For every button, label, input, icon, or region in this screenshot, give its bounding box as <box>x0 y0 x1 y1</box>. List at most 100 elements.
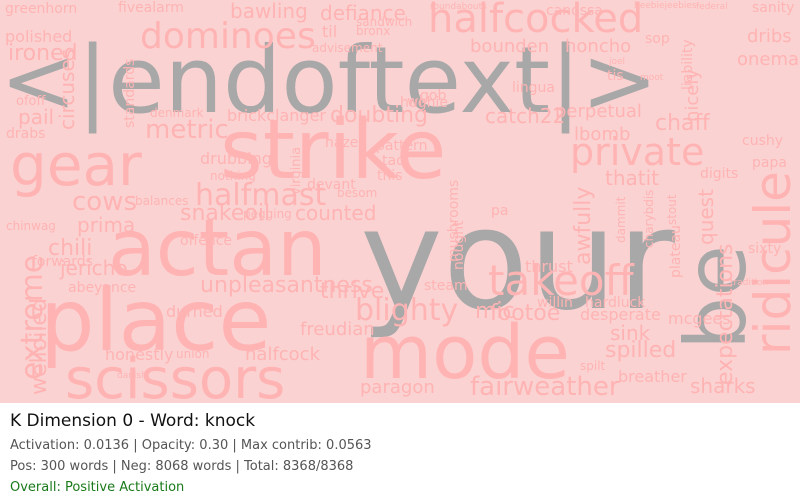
cloud-word: sanity <box>752 0 794 16</box>
cloud-word: breather <box>618 367 687 386</box>
cloud-word: chaff <box>655 111 711 136</box>
cloud-word: mushrooms <box>446 180 462 262</box>
cloud-word: mcgees <box>668 309 731 328</box>
cloud-word: expectations <box>713 244 738 385</box>
cloud-word: halfmast <box>195 178 327 213</box>
cloud-word: circuses <box>55 49 79 130</box>
cloud-word: strike <box>220 103 446 198</box>
cloud-word: pegging <box>243 207 292 221</box>
cloud-word: perpetual <box>555 101 642 122</box>
cloud-word: denmark <box>150 106 204 120</box>
word-cloud: your <|endoftext|> be strike actan place mode g… <box>0 0 800 403</box>
cloud-word: nothing <box>210 169 256 183</box>
cloud-word: greenhorn <box>5 1 77 17</box>
cloud-word: brickclanger <box>227 106 326 125</box>
cloud-word: chili <box>48 236 92 261</box>
cloud-word: place <box>40 271 271 371</box>
cloud-word: halfcock <box>245 344 321 365</box>
cloud-word: virginia <box>289 147 304 195</box>
cloud-word: nicely <box>682 69 703 122</box>
cloud-word: desperate <box>580 305 661 324</box>
cloud-word: sop <box>645 31 670 47</box>
cloud-word: plateau <box>668 225 684 278</box>
cloud-word: sandwich <box>356 15 412 29</box>
activation-stats: Activation: 0.0136 | Opacity: 0.30 | Max… <box>10 438 372 453</box>
cloud-word: oneman <box>737 49 800 70</box>
cloud-word: ofoff <box>16 94 46 109</box>
cloud-word: tad <box>382 153 405 169</box>
cloud-title: K Dimension 0 - Word: knock <box>10 411 256 431</box>
cloud-word: union <box>176 347 210 361</box>
cloud-word: digits <box>700 166 738 182</box>
cloud-word: spilled <box>605 338 676 363</box>
cloud-word: cushy <box>742 133 783 149</box>
cloud-word: sink <box>610 321 651 345</box>
cloud-word: takeoff <box>488 256 635 305</box>
cloud-word: nought <box>451 220 467 270</box>
cloud-word: advisement <box>312 41 383 55</box>
cloud-word: forwards <box>32 254 93 270</box>
cloud-word: pattern <box>376 138 427 154</box>
cloud-word: moot <box>640 73 664 83</box>
cloud-word: your <box>360 179 675 342</box>
cloud-word: devant <box>307 177 356 193</box>
cloud-word: heebiejeebies <box>634 1 697 11</box>
cloud-word: roundabouts <box>430 2 487 12</box>
cloud-word: drabs <box>6 126 45 142</box>
cloud-word: danish <box>117 371 147 381</box>
cloud-word: counted <box>295 201 376 225</box>
cloud-word: bawling <box>230 0 308 23</box>
cloud-word: freudian <box>300 319 375 340</box>
cloud-word: besom <box>337 186 377 200</box>
cloud-word: dammit <box>614 196 628 243</box>
cloud-word: paragon <box>360 377 435 398</box>
overall-activation: Overall: Positive Activation <box>10 480 185 495</box>
cloud-word: fairweather <box>470 372 620 402</box>
cloud-word: welloiled <box>27 298 52 395</box>
cloud-word: pail <box>18 105 54 129</box>
cloud-word: wi <box>407 94 422 110</box>
cloud-word: mic <box>475 299 515 324</box>
cloud-word: halfcocked <box>428 0 643 42</box>
cloud-word: defiance <box>320 1 406 25</box>
cloud-word: footoe <box>490 301 560 326</box>
cloud-word: unpleasantness <box>200 273 373 298</box>
cloud-word: <|endoftext|> <box>0 27 658 134</box>
cloud-word: abeyance <box>68 280 136 296</box>
cloud-word: tradition <box>730 278 768 288</box>
cloud-word: metric <box>145 115 229 145</box>
cloud-word: offence <box>180 233 232 249</box>
cloud-word: fivealarm <box>118 0 184 16</box>
cloud-word: extreme <box>15 255 50 380</box>
cloud-word: actan <box>108 204 327 294</box>
cloud-word: ironed <box>8 41 78 66</box>
cloud-word: sharks <box>690 374 756 398</box>
cloud-word: gear <box>10 131 142 199</box>
cloud-word: hardluck <box>585 295 646 311</box>
cloud-word: honestly <box>105 345 173 364</box>
cloud-word: gob <box>420 88 446 104</box>
cloud-word: snakeoil <box>180 201 270 226</box>
cloud-word: durned <box>166 302 223 321</box>
cloud-word: balances <box>135 194 189 208</box>
cloud-word: thrust <box>525 257 573 276</box>
cloud-word: bronx <box>356 24 390 38</box>
cloud-word: prima <box>77 213 135 237</box>
cloud-word: dominoes <box>140 16 316 57</box>
cloud-word: federal <box>696 2 728 12</box>
cloud-word: jericho <box>59 256 128 280</box>
cloud-word: thatit <box>605 166 659 190</box>
cloud-word: private <box>570 130 704 174</box>
cloud-word: this <box>377 168 403 184</box>
cloud-word: standards <box>122 59 138 128</box>
cloud-word: lbomb <box>574 124 630 145</box>
cloud-word: stout <box>665 194 679 225</box>
cloud-word: cows <box>72 187 137 217</box>
word-count-stats: Pos: 300 words | Neg: 8068 words | Total… <box>10 459 354 474</box>
cloud-word: haze <box>325 135 358 151</box>
cloud-word: quest <box>694 189 718 245</box>
cloud-word: catch22 <box>485 104 565 128</box>
cloud-word: honcho <box>565 36 631 57</box>
